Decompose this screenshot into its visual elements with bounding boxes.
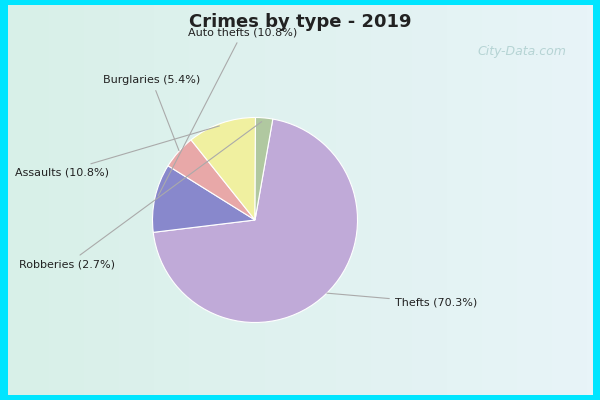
Wedge shape [153, 119, 358, 322]
Wedge shape [152, 166, 255, 232]
Wedge shape [255, 118, 273, 220]
Text: Robberies (2.7%): Robberies (2.7%) [19, 122, 262, 270]
Text: Assaults (10.8%): Assaults (10.8%) [15, 126, 220, 177]
Wedge shape [168, 140, 255, 220]
Text: Crimes by type - 2019: Crimes by type - 2019 [189, 13, 411, 31]
Text: Auto thefts (10.8%): Auto thefts (10.8%) [158, 28, 297, 196]
Text: City-Data.com: City-Data.com [478, 46, 566, 58]
Wedge shape [191, 118, 256, 220]
Text: Burglaries (5.4%): Burglaries (5.4%) [103, 75, 200, 151]
Text: Thefts (70.3%): Thefts (70.3%) [327, 293, 477, 308]
